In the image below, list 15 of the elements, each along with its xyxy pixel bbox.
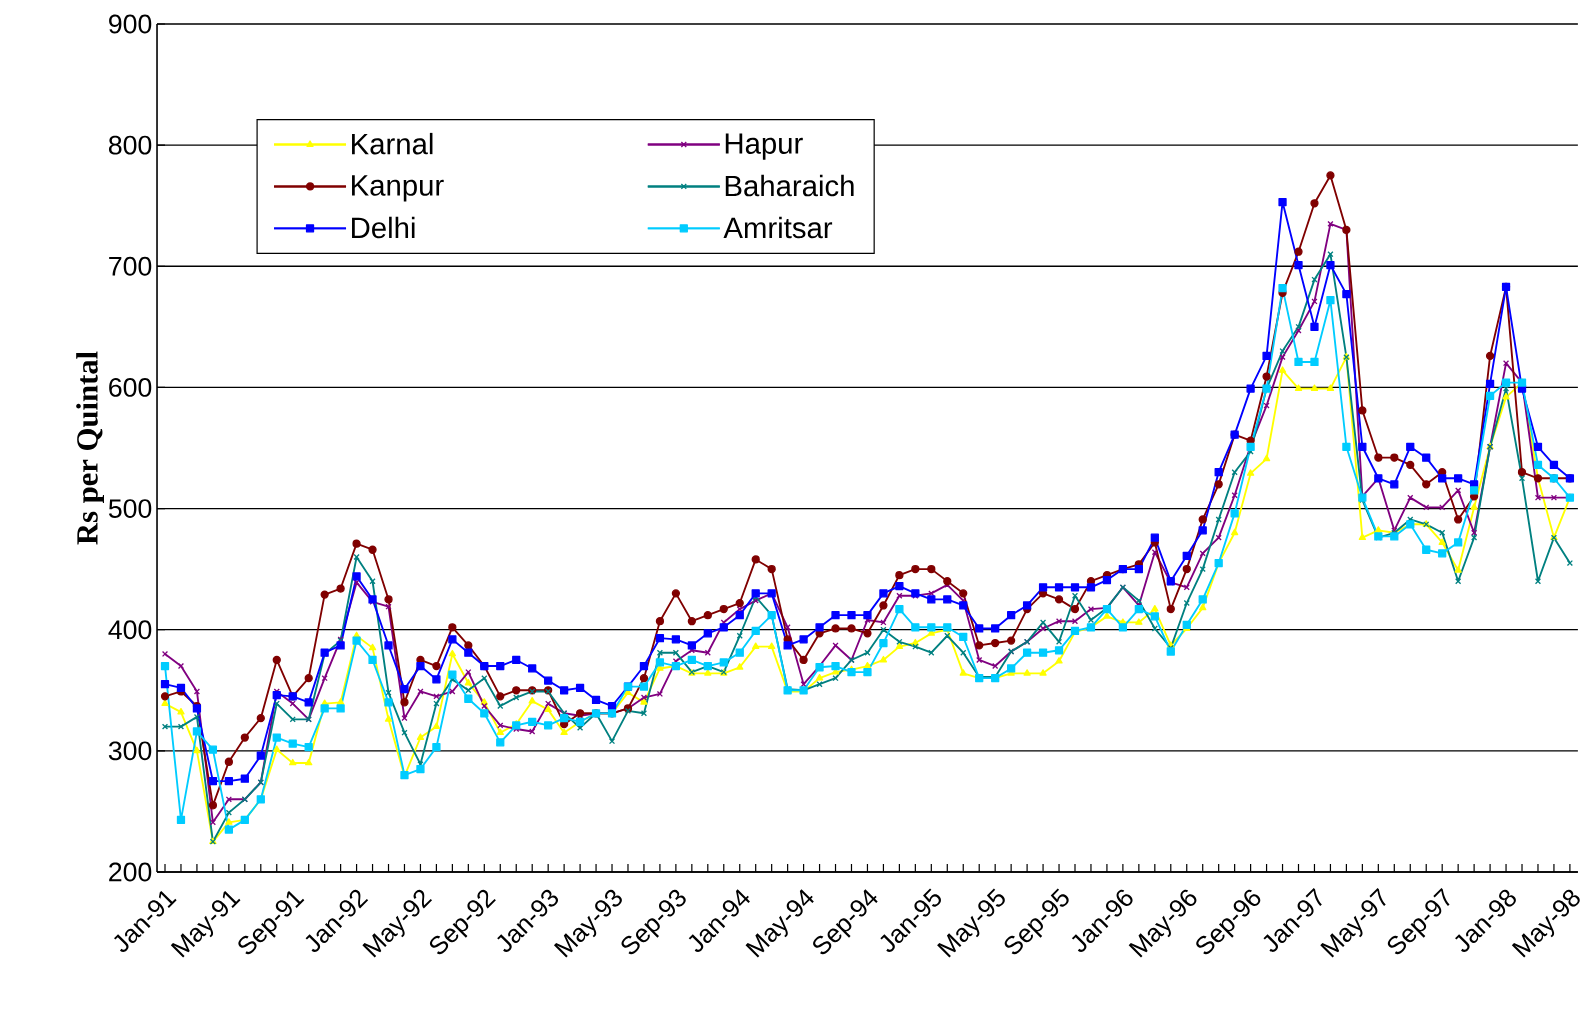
legend-label: Baharaich	[725, 174, 854, 197]
legend-label: Amritsar	[723, 216, 833, 239]
legend-label: Delhi	[352, 216, 415, 239]
y-tick-label: 300	[108, 741, 152, 761]
y-tick-label: 500	[108, 499, 152, 518]
legend-label: Karnal	[352, 132, 433, 155]
y-axis-title: Rs per Quintal	[76, 351, 104, 545]
legend-label: Hapur	[725, 133, 803, 160]
legend-label: Kanpur	[352, 175, 444, 202]
y-tick-label: 900	[109, 14, 152, 34]
y-tick-label: 200	[109, 862, 152, 882]
y-tick-label: 400	[108, 620, 152, 640]
y-tick-label: 600	[109, 377, 152, 397]
y-tick-label: 700	[109, 256, 152, 276]
y-tick-label: 800	[108, 135, 152, 155]
